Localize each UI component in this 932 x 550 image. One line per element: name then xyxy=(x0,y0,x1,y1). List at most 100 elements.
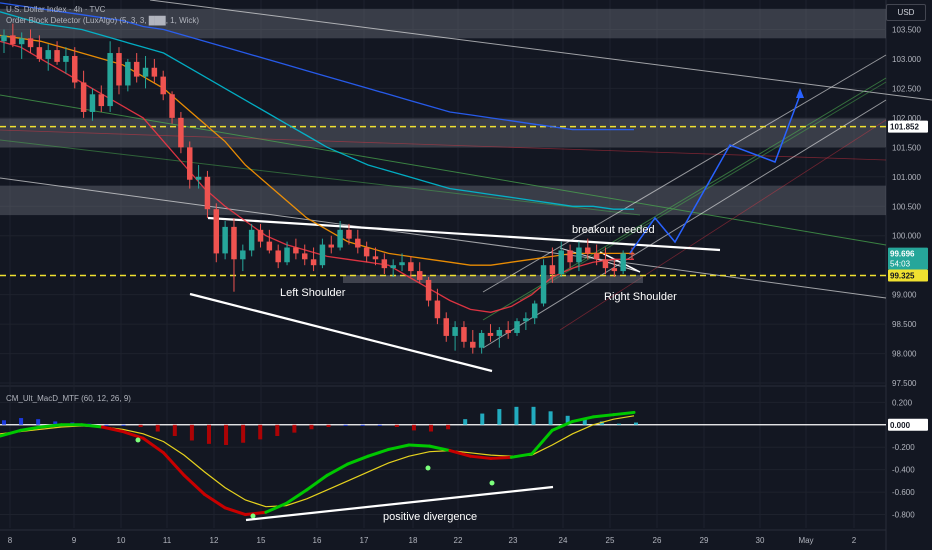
macd-line-segment xyxy=(448,449,472,458)
macd-line-segment xyxy=(203,492,227,510)
candle-body xyxy=(346,229,352,239)
candle-body xyxy=(602,259,609,269)
left-shoulder-label: Left Shoulder xyxy=(280,287,346,299)
macd-y-tick-label: -0.800 xyxy=(892,511,915,520)
candle-body xyxy=(328,244,335,248)
y-tick-label: 97.500 xyxy=(892,379,917,388)
rising-channel-mid xyxy=(482,77,887,321)
x-tick-label: 2 xyxy=(852,536,857,545)
candle-body xyxy=(355,238,361,248)
y-tick-label: 102.500 xyxy=(892,84,921,93)
candle-body xyxy=(125,61,131,86)
macd-histogram-bar xyxy=(2,420,6,425)
macd-histogram-bar xyxy=(616,423,621,425)
candle-body xyxy=(133,61,140,77)
macd-line-segment xyxy=(427,444,452,453)
macd-line-segment xyxy=(141,436,166,455)
candle-body xyxy=(381,259,388,269)
x-tick-label: 16 xyxy=(313,536,322,545)
x-tick-label: 8 xyxy=(8,536,13,545)
macd-histogram-bar xyxy=(582,419,587,425)
macd-histogram-bar xyxy=(599,421,604,425)
price-tag-label: 99.325 xyxy=(890,272,915,281)
candle-body xyxy=(116,53,122,86)
candle-body xyxy=(151,67,158,77)
macd-line-segment xyxy=(591,413,616,419)
candle-body xyxy=(36,47,43,59)
macd-y-tick-label: -0.200 xyxy=(892,443,915,452)
price-tag xyxy=(888,269,928,282)
macd-line-segment xyxy=(387,443,411,451)
macd-histogram-bar xyxy=(548,411,553,425)
macd-histogram-bar xyxy=(36,419,41,425)
green-channel-line xyxy=(0,94,887,246)
indicator-legend[interactable]: Order Block Detector (LuxAlgo) (5, 3, 3,… xyxy=(6,16,200,25)
macd-line-segment xyxy=(80,423,104,429)
candle-body xyxy=(363,247,370,257)
candle-body xyxy=(319,244,326,266)
macd-line-segment xyxy=(571,415,595,423)
candle-body xyxy=(567,250,573,263)
macd-zero-tag xyxy=(888,418,928,431)
candle-body xyxy=(585,247,591,254)
macd-cross-dot xyxy=(489,480,495,486)
candle-body xyxy=(372,256,379,260)
x-tick-label: 22 xyxy=(454,536,463,545)
moving-average-line xyxy=(0,2,634,131)
macd-histogram-bar xyxy=(19,418,24,425)
candle-body xyxy=(611,268,618,272)
candle-body xyxy=(195,176,202,180)
x-tick-label: 30 xyxy=(756,536,765,545)
x-tick-label: 10 xyxy=(117,536,126,545)
macd-cross-dot xyxy=(425,465,431,471)
macd-histogram-bar xyxy=(480,413,485,425)
macd-histogram-bar xyxy=(343,424,348,426)
right-shoulder-wedge xyxy=(599,251,641,273)
candle-body xyxy=(1,35,7,42)
macd-histogram-bar xyxy=(394,424,399,428)
candle-body xyxy=(178,117,184,148)
candle-body xyxy=(390,265,396,269)
candle-body xyxy=(301,253,308,260)
macd-histogram-bar xyxy=(360,424,365,426)
candle-body xyxy=(107,53,113,107)
macd-line-segment xyxy=(468,454,493,460)
candle-body xyxy=(187,147,193,180)
candle-body xyxy=(487,332,494,336)
macd-line-segment xyxy=(550,419,575,432)
x-tick-label: 26 xyxy=(653,536,662,545)
candle-body xyxy=(169,94,175,118)
projection-path xyxy=(629,94,801,254)
candle-body xyxy=(293,247,299,254)
candle-body xyxy=(275,250,281,263)
macd-histogram-bar xyxy=(463,419,468,425)
candle-body xyxy=(248,229,255,251)
candle-body xyxy=(257,229,264,242)
macd-legend[interactable]: CM_Ult_MacD_MTF (60, 12, 26, 9) xyxy=(6,394,131,403)
macd-line-segment xyxy=(264,501,288,514)
macd-histogram-bar xyxy=(138,424,143,428)
macd-histogram-bar xyxy=(429,424,434,432)
candle-body xyxy=(10,35,16,45)
macd-histogram-bar xyxy=(377,424,382,426)
rising-channel-mid-2 xyxy=(519,81,887,301)
candle-body xyxy=(593,253,600,260)
currency-selector[interactable]: USD xyxy=(886,4,926,21)
projection-arrowhead xyxy=(796,88,804,98)
candle-body xyxy=(470,341,476,348)
macd-histogram-bar xyxy=(446,424,451,430)
candle-body xyxy=(240,250,246,260)
macd-line-segment xyxy=(284,488,309,505)
macd-line-segment xyxy=(366,447,391,458)
macd-zero-label: 0.000 xyxy=(890,421,911,430)
candle-body xyxy=(231,226,237,260)
candle-body xyxy=(54,50,60,62)
upper-channel-line xyxy=(149,0,932,101)
chart-title: U.S. Dollar Index · 4h · TVC xyxy=(6,5,106,14)
candle-body xyxy=(523,318,529,322)
macd-histogram-bar xyxy=(155,424,160,432)
macd-line-segment xyxy=(530,428,554,456)
lower-channel-line xyxy=(0,177,887,299)
macd-histogram-bar xyxy=(497,409,502,425)
